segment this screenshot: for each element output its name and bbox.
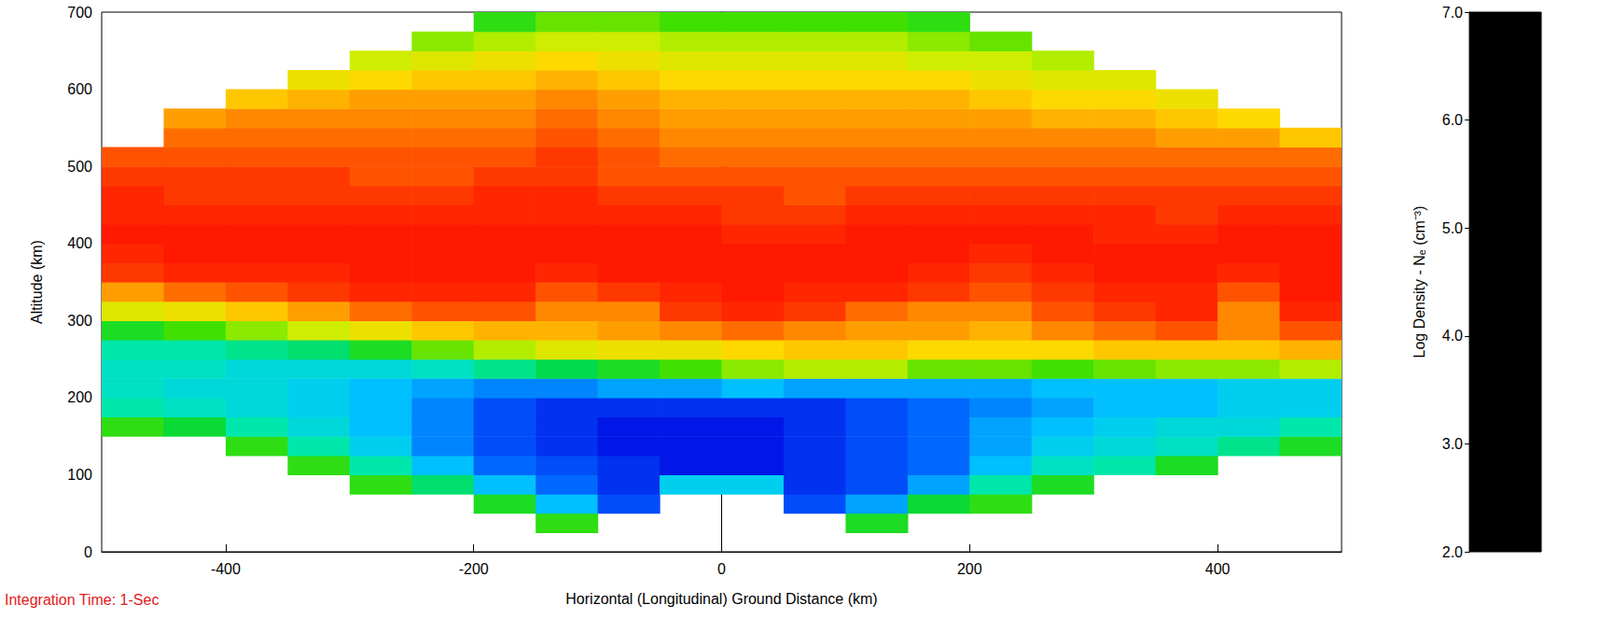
- svg-text:300: 300: [67, 312, 93, 329]
- svg-text:400: 400: [67, 235, 93, 251]
- svg-text:2.0: 2.0: [1442, 543, 1463, 560]
- svg-text:5.0: 5.0: [1442, 220, 1463, 237]
- svg-text:500: 500: [67, 158, 93, 175]
- svg-text:3.0: 3.0: [1442, 435, 1463, 452]
- svg-text:-400: -400: [210, 560, 241, 577]
- svg-text:400: 400: [1205, 560, 1231, 577]
- svg-text:4.0: 4.0: [1442, 327, 1463, 344]
- svg-text:6.0: 6.0: [1442, 111, 1463, 128]
- svg-text:700: 700: [67, 4, 93, 21]
- svg-text:Horizontal (Longitudinal) Grou: Horizontal (Longitudinal) Ground Distanc…: [565, 590, 877, 607]
- svg-text:7.0: 7.0: [1442, 4, 1463, 21]
- svg-text:0: 0: [717, 560, 726, 577]
- svg-text:200: 200: [67, 389, 93, 405]
- svg-text:100: 100: [67, 466, 93, 483]
- svg-text:600: 600: [67, 81, 93, 98]
- svg-text:Integration Time: 1-Sec: Integration Time: 1-Sec: [4, 591, 159, 608]
- svg-text:Log Density - Nₑ (cm⁻³): Log Density - Nₑ (cm⁻³): [1411, 206, 1428, 359]
- svg-text:200: 200: [957, 560, 983, 577]
- svg-text:-200: -200: [459, 560, 489, 577]
- svg-text:Altitude (km): Altitude (km): [28, 239, 45, 324]
- svg-text:0: 0: [83, 543, 93, 560]
